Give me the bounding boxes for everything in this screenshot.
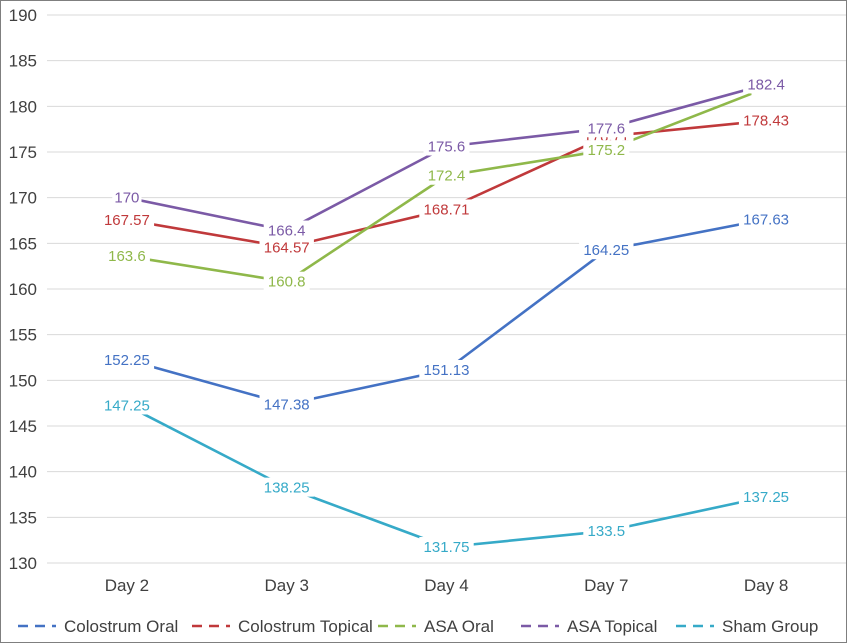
data-label: 131.75 (424, 539, 470, 556)
x-tick-label: Day 7 (584, 576, 628, 595)
data-label-bg (583, 118, 630, 138)
data-label: 151.13 (424, 362, 470, 379)
gridlines (47, 14, 846, 564)
data-label: 164.25 (583, 242, 629, 259)
legend-label: Sham Group (722, 617, 818, 636)
data-label-bg (423, 165, 470, 185)
legend-label: Colostrum Topical (238, 617, 373, 636)
data-label: 152.25 (104, 352, 150, 369)
data-label: 182.4 (747, 76, 785, 93)
data-label-bg (99, 395, 155, 415)
data-label: 167.63 (743, 211, 789, 228)
y-tick-label: 145 (9, 417, 37, 436)
y-tick-label: 130 (9, 554, 37, 573)
series-line-sham-group (125, 404, 768, 549)
data-label-bg (743, 74, 790, 94)
data-label-bg (259, 477, 314, 497)
data-label: 147.25 (104, 397, 150, 414)
y-tick-label: 150 (9, 371, 37, 390)
legend-label: ASA Oral (424, 617, 494, 636)
series-line-asa-oral (125, 86, 768, 283)
legend-label: ASA Topical (567, 617, 657, 636)
y-tick-label: 140 (9, 463, 37, 482)
data-label-bg (419, 537, 474, 557)
x-tick-label: Day 8 (744, 576, 788, 595)
data-label-bg (263, 220, 310, 240)
data-label: 170 (114, 190, 139, 207)
y-axis: 130 135 140 145 150 155 160 165 170 175 180 185 190 (9, 6, 37, 573)
data-label: 177.6 (588, 120, 626, 137)
data-labels: 152.25 147.38 151.13 164.25 167.63 167.57 164.… (99, 74, 794, 557)
data-label-bg (103, 246, 150, 266)
data-label-bg (263, 271, 310, 291)
y-tick-label: 180 (9, 97, 37, 116)
y-tick-label: 190 (9, 6, 37, 25)
data-label-bg (259, 394, 314, 414)
data-label-bg (579, 240, 634, 260)
y-tick-label: 165 (9, 234, 37, 253)
data-label: 133.5 (588, 523, 626, 540)
legend: Colostrum Oral Colostrum Topical ASA Oral A… (18, 617, 818, 636)
data-label-bg (112, 187, 142, 207)
data-label: 137.25 (743, 489, 789, 506)
data-label: 172.4 (428, 168, 466, 185)
data-label-bg (738, 209, 794, 229)
data-label: 167.57 (104, 212, 150, 229)
data-label: 175.6 (428, 139, 466, 156)
y-tick-label: 135 (9, 508, 37, 527)
data-label: 164.57 (264, 239, 310, 256)
data-label-bg (419, 199, 474, 219)
y-tick-label: 155 (9, 326, 37, 345)
data-label: 160.8 (268, 274, 306, 291)
data-label: 147.38 (264, 396, 310, 413)
data-label: 175.2 (588, 142, 626, 159)
x-axis: Day 2 Day 3 Day 4 Day 7 Day 8 (105, 576, 789, 595)
data-label-bg (583, 521, 630, 541)
data-label-bg (738, 486, 794, 506)
data-label: 166.4 (268, 223, 306, 240)
y-tick-label: 185 (9, 52, 37, 71)
legend-label: Colostrum Oral (64, 617, 178, 636)
data-label: 138.25 (264, 480, 310, 497)
data-label: 178.43 (743, 113, 789, 130)
data-label: 163.6 (108, 248, 146, 265)
x-tick-label: Day 4 (424, 576, 468, 595)
y-tick-label: 170 (9, 189, 37, 208)
data-label-bg (419, 360, 474, 380)
data-label-bg (99, 349, 155, 369)
data-label-bg (583, 140, 630, 160)
data-label-bg (423, 136, 470, 156)
x-tick-label: Day 2 (105, 576, 149, 595)
y-tick-label: 175 (9, 143, 37, 162)
data-label-bg (259, 237, 314, 257)
data-label-bg (738, 110, 794, 130)
y-tick-label: 160 (9, 280, 37, 299)
data-label-bg (99, 209, 155, 229)
x-tick-label: Day 3 (264, 576, 308, 595)
data-label: 168.71 (424, 201, 470, 218)
